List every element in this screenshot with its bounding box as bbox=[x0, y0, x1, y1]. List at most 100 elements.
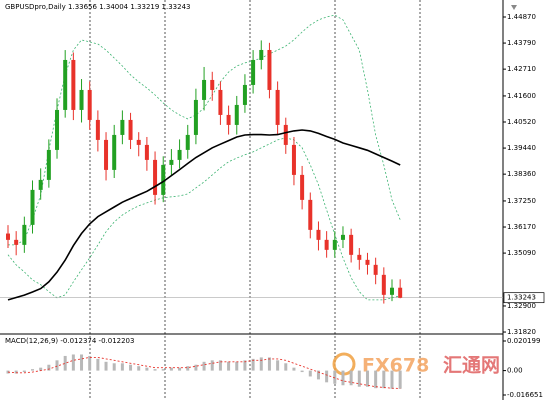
candle-body bbox=[193, 99, 198, 135]
macd-signal bbox=[7, 356, 401, 389]
macd-bar bbox=[341, 370, 345, 386]
macd-bar bbox=[96, 358, 100, 371]
macd-bar bbox=[251, 358, 255, 371]
candle-body bbox=[251, 59, 256, 85]
candle-body bbox=[128, 119, 133, 140]
y-tick-label: 1.35090 bbox=[507, 249, 536, 257]
plot-area: 1.44870 1.43790 1.42710 1.41600 1.40520 1.394… bbox=[0, 13, 545, 399]
candle-body bbox=[316, 229, 321, 240]
macd-bar bbox=[382, 370, 386, 389]
macd-bar bbox=[112, 363, 116, 371]
candle-body bbox=[185, 134, 190, 150]
y-tick-label: 0.020199 bbox=[507, 337, 540, 345]
candle-body bbox=[218, 89, 223, 115]
macd-bar bbox=[316, 370, 320, 380]
candle-body bbox=[275, 89, 280, 125]
candle-body bbox=[55, 109, 60, 150]
candle-body bbox=[63, 59, 68, 110]
scroll-icon bbox=[511, 5, 517, 10]
macd-bar bbox=[284, 363, 288, 371]
macd-bar bbox=[210, 360, 214, 371]
macd-bar bbox=[374, 370, 378, 389]
macd-bar bbox=[186, 366, 190, 371]
macd-bar bbox=[325, 370, 329, 383]
macd-bar bbox=[14, 370, 18, 374]
candle-body bbox=[283, 124, 288, 145]
y-tick-label: 1.37250 bbox=[507, 197, 536, 205]
candle-body bbox=[300, 174, 305, 200]
macd-bar bbox=[308, 370, 312, 377]
candle-body bbox=[46, 149, 51, 180]
macd-bar bbox=[129, 364, 133, 371]
macd-bar bbox=[349, 370, 353, 386]
period-separators bbox=[89, 0, 421, 400]
macd-bar bbox=[227, 361, 231, 371]
y-tick-label: 1.43790 bbox=[507, 39, 536, 47]
candle-body bbox=[95, 119, 100, 140]
candle-body bbox=[340, 234, 345, 240]
macd-bar bbox=[194, 364, 198, 371]
candle-body bbox=[324, 239, 329, 250]
candle-body bbox=[291, 144, 296, 175]
candle-body bbox=[308, 199, 313, 230]
candle-body bbox=[14, 239, 19, 245]
y-tick-label: 1.41600 bbox=[507, 92, 536, 100]
candle-body bbox=[398, 287, 403, 298]
watermark-name: 汇通网 bbox=[443, 355, 500, 377]
candle-body bbox=[6, 233, 10, 240]
candle-body bbox=[381, 274, 386, 295]
macd-bar bbox=[243, 360, 247, 371]
macd-bar bbox=[267, 357, 271, 371]
macd-bar bbox=[333, 370, 337, 384]
macd-bar bbox=[153, 369, 157, 371]
macd-label: MACD(12,26,9) -0.012374 -0.012203 bbox=[5, 337, 134, 345]
macd-bar bbox=[161, 369, 165, 371]
macd-bar bbox=[169, 367, 173, 371]
candle-body bbox=[226, 114, 231, 125]
candle-body bbox=[267, 49, 272, 90]
macd-bar bbox=[104, 361, 108, 371]
candle-body bbox=[38, 179, 43, 190]
macd-bar bbox=[80, 354, 84, 371]
macd-bar bbox=[71, 354, 75, 371]
macd-bar bbox=[276, 360, 280, 371]
macd-bar bbox=[55, 360, 59, 371]
macd-bar bbox=[259, 357, 263, 371]
last-price-label: 1.33243 bbox=[507, 294, 536, 302]
macd-bar bbox=[120, 363, 124, 371]
candle-body bbox=[144, 144, 149, 160]
macd-bar bbox=[300, 370, 304, 373]
candle-body bbox=[259, 49, 264, 60]
candle-body bbox=[112, 134, 117, 170]
macd-bar bbox=[398, 370, 402, 389]
y-tick-label: 1.32900 bbox=[507, 302, 536, 310]
macd-bar bbox=[22, 370, 26, 373]
y-tick-label: 1.39440 bbox=[507, 144, 536, 152]
y-tick-label: 0.00 bbox=[507, 367, 523, 375]
candle-body bbox=[234, 104, 239, 125]
macd-bar bbox=[47, 364, 51, 371]
macd-bar bbox=[88, 355, 92, 371]
macd-bar bbox=[292, 367, 296, 371]
candle-body bbox=[349, 234, 354, 255]
macd-bar bbox=[137, 366, 141, 371]
chart-title: GBPUSDpro,Daily 1.33656 1.34004 1.33219 … bbox=[5, 3, 190, 11]
macd-bar bbox=[365, 370, 369, 387]
macd-bar bbox=[39, 367, 43, 371]
y-tick-label: 1.38360 bbox=[507, 170, 536, 178]
candle-body bbox=[153, 159, 158, 195]
candle-body bbox=[332, 239, 337, 250]
macd-bar bbox=[63, 355, 67, 371]
moving-average bbox=[7, 129, 401, 301]
macd-bar bbox=[357, 370, 361, 387]
candle-body bbox=[71, 59, 76, 110]
y-tick-label: -0.016651 bbox=[507, 391, 543, 399]
macd-bar bbox=[178, 367, 182, 371]
candle-body bbox=[242, 84, 247, 105]
y-tick-label: 1.36170 bbox=[507, 223, 536, 231]
candle-body bbox=[365, 259, 370, 265]
candle-body bbox=[177, 149, 182, 160]
candle-body bbox=[161, 164, 166, 195]
